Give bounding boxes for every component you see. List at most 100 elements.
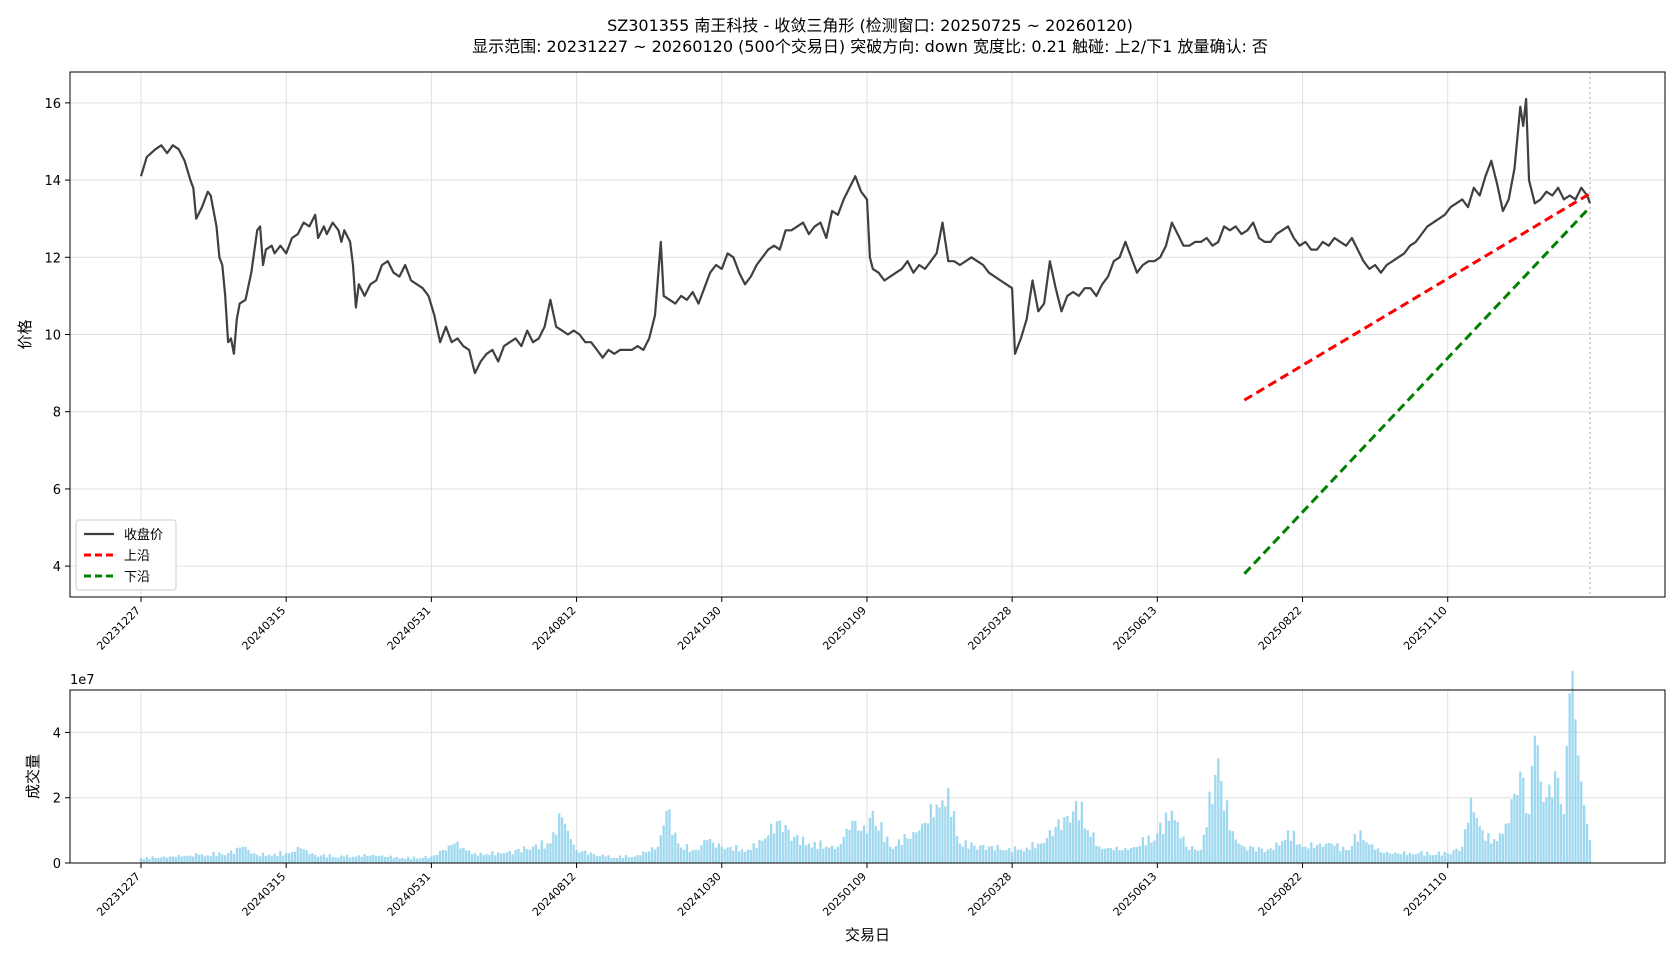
volume-bar — [549, 843, 552, 863]
volume-bar — [180, 856, 183, 863]
volume-bar — [682, 849, 686, 863]
volume-bar — [1173, 820, 1176, 863]
volume-bar — [950, 816, 953, 863]
volume-bar — [976, 849, 979, 863]
volume-bar — [897, 839, 901, 863]
volume-bar — [711, 842, 715, 863]
volume-bar — [868, 817, 872, 863]
volume-bar — [621, 858, 625, 863]
volume-bar — [540, 840, 543, 863]
volume-x-axis-label: 交易日 — [845, 926, 890, 944]
volume-bar — [566, 830, 570, 863]
volume-bar — [1063, 817, 1066, 863]
volume-bar — [668, 809, 671, 863]
volume-bar — [508, 851, 511, 863]
volume-bar — [183, 856, 186, 863]
volume-bar — [1533, 735, 1537, 863]
volume-bar — [1472, 812, 1476, 863]
volume-bar — [918, 830, 921, 863]
volume-bar — [955, 836, 959, 863]
volume-bar — [1437, 851, 1441, 863]
volume-offset-text: 1e7 — [70, 673, 95, 688]
volume-bar — [1089, 836, 1092, 863]
volume-bar — [752, 843, 755, 863]
volume-bar — [264, 855, 268, 863]
volume-bar — [1077, 820, 1081, 863]
volume-bar — [1307, 848, 1310, 863]
volume-bar — [1417, 853, 1420, 863]
volume-bar — [1356, 841, 1359, 863]
volume-bar — [807, 843, 811, 863]
volume-bar — [1583, 805, 1586, 863]
volume-x-tick-label: 20250328 — [965, 870, 1014, 919]
volume-bar — [1318, 843, 1322, 863]
volume-bar — [720, 846, 723, 863]
volume-bar — [691, 849, 694, 863]
volume-bar — [1315, 845, 1319, 863]
volume-bar — [1461, 846, 1464, 863]
volume-bar — [1132, 847, 1136, 863]
volume-bar — [1536, 745, 1539, 863]
volume-bar — [1385, 851, 1388, 863]
volume-bar — [488, 854, 491, 863]
volume-bar — [1205, 827, 1208, 863]
volume-bar — [1376, 848, 1380, 863]
volume-bar — [256, 854, 259, 863]
volume-bar — [981, 844, 985, 863]
volume-bar — [1478, 826, 1481, 863]
volume-frame — [69, 689, 1666, 864]
volume-bar — [1176, 821, 1179, 863]
volume-bar — [142, 859, 146, 863]
volume-bar — [790, 840, 793, 863]
volume-bar — [1220, 780, 1223, 863]
volume-bar — [1588, 840, 1592, 863]
volume-bar — [473, 853, 477, 863]
volume-bar — [1208, 791, 1211, 863]
volume-bar — [848, 829, 851, 863]
volume-bar — [1196, 850, 1200, 863]
volume-bar — [1072, 811, 1075, 863]
volume-bar — [993, 850, 996, 863]
volume-bar — [883, 841, 886, 863]
volume-bar — [1362, 839, 1365, 863]
volume-bar — [825, 846, 828, 863]
volume-bar — [1405, 854, 1409, 863]
volume-bar — [1051, 836, 1054, 863]
price-x-tick-label: 20250613 — [1111, 604, 1160, 653]
volume-bar — [1333, 845, 1336, 863]
volume-bar — [1013, 846, 1017, 863]
volume-bar — [1211, 804, 1214, 863]
volume-bar — [1359, 830, 1362, 863]
volume-bar — [302, 849, 305, 863]
volume-bar — [784, 825, 787, 863]
volume-bar — [1057, 819, 1060, 863]
volume-bar — [900, 845, 903, 863]
volume-bar — [877, 830, 880, 863]
volume-bar — [775, 821, 779, 863]
volume-bar — [1542, 802, 1545, 863]
volume-bar — [1083, 828, 1086, 863]
volume-bar — [360, 856, 363, 863]
volume-bar — [1103, 848, 1107, 863]
volume-bar — [816, 849, 819, 863]
volume-bar — [1135, 847, 1139, 863]
volume-bar — [1548, 784, 1551, 863]
volume-bar — [1074, 801, 1078, 863]
volume-bar — [1493, 839, 1496, 863]
volume-bar — [700, 845, 703, 863]
volume-bar — [157, 858, 160, 863]
volume-bar — [555, 834, 558, 863]
price-x-tick-label: 20250109 — [820, 604, 869, 653]
volume-bar — [575, 849, 578, 863]
volume-bar — [221, 854, 224, 863]
volume-bar — [415, 858, 419, 863]
price-y-tick-label: 12 — [44, 251, 61, 266]
volume-bar — [1298, 844, 1301, 863]
volume-bar — [799, 845, 802, 863]
volume-bar — [1527, 814, 1531, 863]
volume-bar — [923, 822, 927, 863]
volume-bar — [287, 853, 291, 863]
volume-bar — [604, 856, 607, 863]
volume-bar — [444, 850, 448, 863]
